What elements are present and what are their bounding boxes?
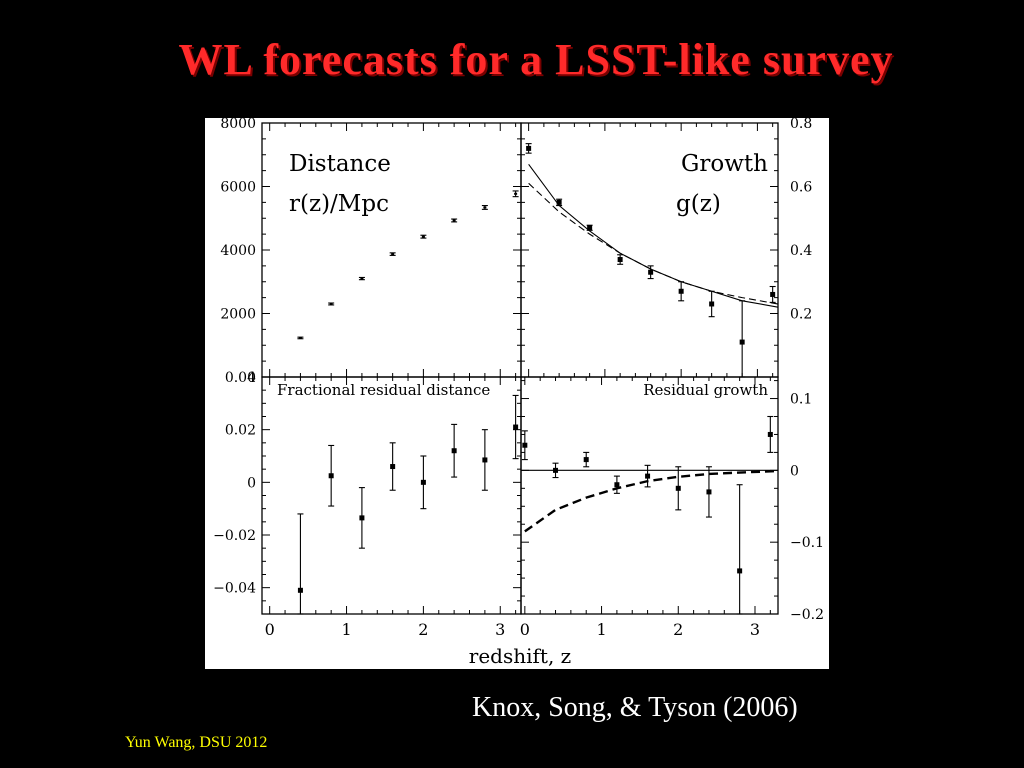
data-point <box>359 515 365 521</box>
y-tick-label: 4000 <box>220 243 256 259</box>
panel-residual-distance <box>261 376 522 615</box>
y-tick-label: 0.1 <box>790 392 812 408</box>
x-tick-label: 2 <box>673 620 683 639</box>
x-tick-label: 1 <box>596 620 606 639</box>
y-tick-label: 0.02 <box>225 423 256 439</box>
data-point <box>767 431 773 437</box>
x-tick-label: 3 <box>495 620 505 639</box>
data-point <box>420 479 426 485</box>
data-point <box>556 199 562 205</box>
data-point <box>297 587 303 593</box>
data-point <box>675 485 681 491</box>
y-tick-label: 0.8 <box>790 118 812 132</box>
panel-label: Distance <box>289 151 391 177</box>
data-point <box>482 457 488 463</box>
x-tick-label: 0 <box>265 620 275 639</box>
panel-residual-growth <box>520 376 779 615</box>
data-point <box>553 467 559 473</box>
x-tick-label: 0 <box>520 620 530 639</box>
y-tick-label: −0.04 <box>213 581 256 597</box>
data-point <box>526 145 532 151</box>
y-tick-label: −0.02 <box>213 528 256 544</box>
panel-label: r(z)/Mpc <box>289 191 389 217</box>
x-tick-label: 1 <box>341 620 351 639</box>
y-tick-label: 0 <box>247 475 256 491</box>
data-point <box>514 192 518 195</box>
data-point <box>513 424 519 430</box>
y-tick-label: 0.6 <box>790 180 812 196</box>
y-tick-label: −0.2 <box>790 607 824 623</box>
panel-label: g(z) <box>676 191 721 217</box>
data-point <box>706 489 712 495</box>
data-point <box>645 473 651 479</box>
y-tick-label: 0.4 <box>790 243 812 259</box>
curve-solid <box>528 163 779 308</box>
y-tick-label: 8000 <box>220 118 256 132</box>
data-point <box>587 225 593 231</box>
data-point <box>421 235 425 238</box>
data-point <box>648 269 654 275</box>
data-point <box>391 253 395 256</box>
curve-dashed <box>528 182 779 305</box>
y-tick-label: 6000 <box>220 180 256 196</box>
panel-frame-residual-growth <box>520 376 779 615</box>
y-tick-label: 0 <box>247 370 256 386</box>
data-point <box>390 464 396 470</box>
data-point <box>483 206 487 209</box>
data-point <box>360 277 364 280</box>
panel-label: Growth <box>681 151 768 177</box>
data-point <box>678 288 684 294</box>
citation: Knox, Song, & Tyson (2006) <box>472 692 798 723</box>
panel-label: Residual growth <box>643 381 768 399</box>
figure-panel: 0 2000 4000 6000 8000 Distance r(z)/Mpc 0.2 0.4 0… <box>205 118 829 669</box>
data-point <box>617 257 623 263</box>
data-point <box>614 482 620 488</box>
data-point <box>451 448 457 454</box>
data-point <box>522 442 528 448</box>
panel-label: Fractional residual distance <box>277 381 490 399</box>
data-point <box>739 339 745 345</box>
figure-svg: 02000400060008000Distancer(z)/Mpc0.20.40… <box>213 118 824 668</box>
y-tick-label: 0 <box>790 463 799 479</box>
x-axis-label: redshift, z <box>469 644 571 668</box>
slide-title: WL forecasts for a LSST-like survey <box>178 35 894 84</box>
data-point <box>770 291 776 297</box>
data-point <box>709 301 715 307</box>
data-point <box>329 302 333 305</box>
footer-credit: Yun Wang, DSU 2012 <box>125 734 268 751</box>
data-point <box>737 568 743 574</box>
data-point <box>452 219 456 222</box>
y-tick-label: 2000 <box>220 307 256 323</box>
x-tick-label: 2 <box>418 620 428 639</box>
data-point <box>328 473 334 479</box>
y-tick-label: 0.04 <box>225 370 256 386</box>
y-tick-label: −0.1 <box>790 535 824 551</box>
data-point <box>298 336 302 339</box>
y-tick-label: 0.2 <box>790 307 812 323</box>
data-point <box>583 457 589 463</box>
x-tick-label: 3 <box>750 620 760 639</box>
